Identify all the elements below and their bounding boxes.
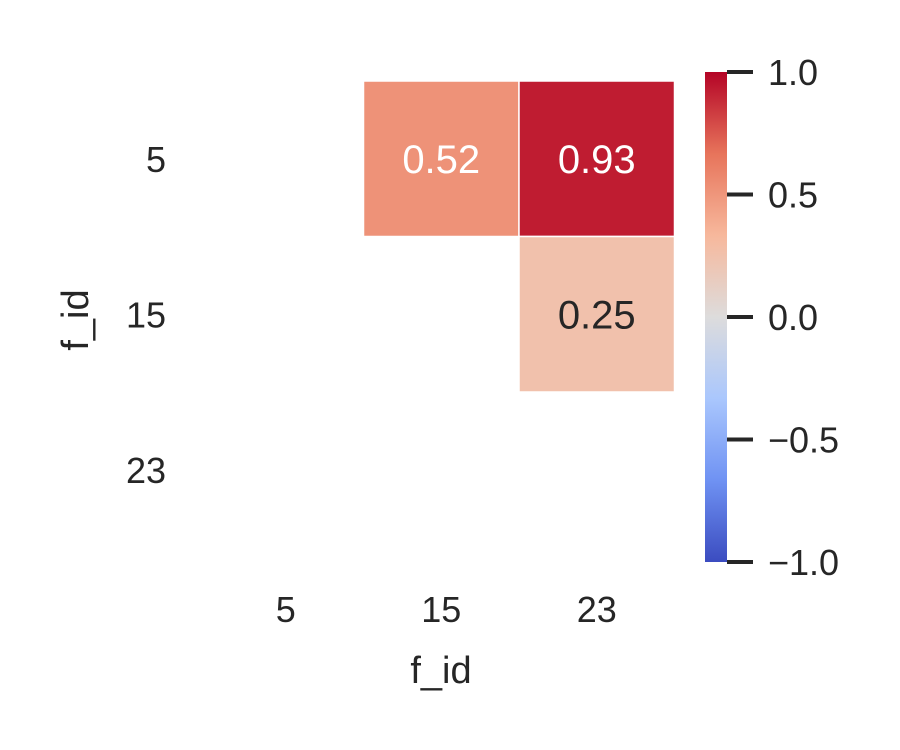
colorbar-tick-label: 1.0 (768, 52, 818, 93)
cell-value-label: 0.93 (558, 138, 636, 182)
heatmap-cell (362, 80, 520, 238)
y-tick-label: 23 (126, 450, 166, 491)
y-tick-label: 15 (126, 294, 166, 335)
y-axis-label: f_id (55, 289, 97, 350)
heatmap-cells (362, 80, 676, 393)
x-axis-label: f_id (410, 650, 471, 692)
colorbar-tick-label: −0.5 (768, 420, 839, 461)
colorbar-tick-label: 0.5 (768, 175, 818, 216)
heatmap-cell (518, 80, 676, 238)
heatmap-cell (518, 235, 676, 393)
colorbar (705, 72, 727, 562)
heatmap-cell-labels: 0.52 0.93 0.25 (402, 138, 635, 338)
x-tick-label: 5 (276, 589, 296, 630)
y-tick-label: 5 (146, 139, 166, 180)
colorbar-tick-label: 0.0 (768, 297, 818, 338)
x-tick-label: 23 (577, 589, 617, 630)
colorbar-ticks: 1.0 0.5 0.0 −0.5 −1.0 (727, 52, 839, 583)
x-tick-labels: 5 15 23 (276, 589, 617, 630)
x-tick-label: 15 (421, 589, 461, 630)
cell-value-label: 0.52 (402, 138, 480, 182)
cell-value-label: 0.25 (558, 293, 636, 337)
colorbar-tick-label: −1.0 (768, 542, 839, 583)
y-tick-labels: 5 15 23 (126, 139, 166, 491)
